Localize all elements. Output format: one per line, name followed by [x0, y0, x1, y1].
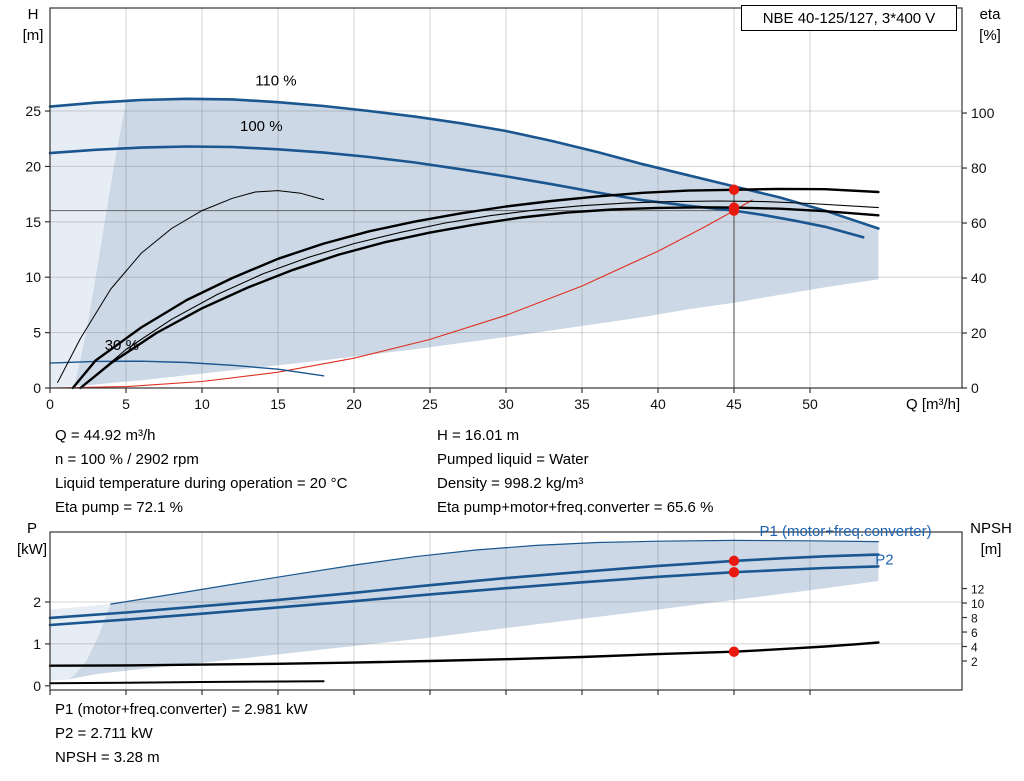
- label-p2: P2: [875, 551, 893, 568]
- head-efficiency-chart: 0 5 10 15 20 25 30 35 40 45 50 0 5 10 15 20 25 0 20 40 60 80 1…: [25, 7, 995, 412]
- x-tick-label: 0: [46, 396, 54, 412]
- duty-point-eta-pump: [728, 184, 740, 195]
- npsh-curve: [48, 641, 880, 667]
- y-right-tick-label: 0: [971, 380, 979, 396]
- y-right-tick-label: 80: [971, 160, 987, 176]
- y-right-tick-label: 40: [971, 270, 987, 286]
- q-axis-title: Q [m³/h]: [906, 396, 961, 413]
- label-100-percent: 100 %: [240, 118, 283, 135]
- label-p1: P1 (motor+freq.converter): [759, 523, 931, 540]
- x-tick-label: 40: [650, 396, 666, 412]
- x-tick-label: 50: [802, 396, 818, 412]
- info-npsh: NPSH = 3.28 m: [55, 749, 160, 766]
- h-axis-symbol: H: [27, 6, 39, 23]
- operating-envelope: [74, 98, 879, 386]
- y-right-tick-label: 8: [971, 612, 978, 626]
- duty-info-left: Q = 44.92 m³/h n = 100 % / 2902 rpm Liqu…: [55, 424, 347, 520]
- npsh-axis-unit: [m]: [980, 541, 1002, 558]
- duty-point-p1: [728, 555, 740, 567]
- h-axis-unit: [m]: [22, 27, 44, 44]
- duty-info-right: H = 16.01 m Pumped liquid = Water Densit…: [437, 424, 713, 520]
- y-left-tick-label: 10: [25, 269, 41, 285]
- x-tick-label: 45: [726, 396, 742, 412]
- info-head: H = 16.01 m: [437, 427, 520, 444]
- eta-curve-reduced-speed: [57, 190, 325, 383]
- info-density: Density = 998.2 kg/m³: [437, 475, 584, 492]
- npsh-axis-symbol: NPSH: [970, 520, 1012, 537]
- info-p2: P2 = 2.711 kW: [55, 725, 153, 742]
- p1-110-boundary: [110, 539, 880, 605]
- y-left-tick-label: 5: [33, 325, 41, 341]
- operating-envelope-light: [50, 101, 126, 388]
- y-right-tick-label: 20: [971, 325, 987, 341]
- eta-axis-unit: [%]: [979, 27, 1001, 44]
- p2-curve: [48, 565, 880, 627]
- info-eta-pump: Eta pump = 72.1 %: [55, 499, 183, 516]
- duty-point-p2: [728, 566, 740, 578]
- label-110-percent: 110 %: [255, 73, 296, 90]
- y-left-tick-label: 0: [33, 380, 41, 396]
- p-axis-title: P [kW]: [10, 518, 54, 560]
- y-right-tick-label: 6: [971, 626, 978, 640]
- eta-axis-title: eta [%]: [966, 4, 1014, 46]
- npsh-axis-title: NPSH [m]: [962, 518, 1020, 560]
- h-axis-title: H [m]: [14, 4, 52, 46]
- label-30-percent: 30 %: [105, 337, 139, 354]
- power-info: P1 (motor+freq.converter) = 2.981 kW P2 …: [55, 698, 308, 770]
- info-flow: Q = 44.92 m³/h: [55, 427, 156, 444]
- y-right-tick-label: 4: [971, 641, 978, 655]
- p-30-curve: [49, 680, 325, 685]
- info-speed: n = 100 % / 2902 rpm: [55, 451, 199, 468]
- y-right-tick-label: 10: [971, 597, 985, 611]
- x-tick-label: 25: [422, 396, 438, 412]
- x-tick-label: 15: [270, 396, 286, 412]
- y-right-tick-label: 100: [971, 105, 995, 121]
- pump-model-title-box: NBE 40-125/127, 3*400 V: [741, 5, 957, 31]
- speed-curve-100: [48, 145, 865, 239]
- eta-axis-symbol: eta: [979, 6, 1001, 23]
- system-curve: [49, 199, 753, 389]
- x-tick-label: 20: [346, 396, 362, 412]
- x-tick-label: 30: [498, 396, 514, 412]
- info-p1: P1 (motor+freq.converter) = 2.981 kW: [55, 701, 308, 718]
- y-left-tick-label: 2: [33, 594, 41, 610]
- p-axis-symbol: P: [26, 520, 37, 537]
- x-tick-label: 5: [122, 396, 130, 412]
- y-right-tick-label: 60: [971, 215, 987, 231]
- y-left-tick-label: 0: [33, 678, 41, 694]
- y-left-tick-label: 20: [25, 158, 41, 174]
- eta-curve-mid: [79, 200, 879, 389]
- x-tick-label: 35: [574, 396, 590, 412]
- info-liquid-temperature: Liquid temperature during operation = 20…: [55, 475, 348, 492]
- y-right-tick-label: 12: [971, 583, 985, 597]
- y-left-tick-label: 25: [25, 103, 41, 119]
- info-pumped-liquid: Pumped liquid = Water: [437, 451, 589, 468]
- x-tick-label: 10: [194, 396, 210, 412]
- duty-point-npsh: [728, 646, 740, 657]
- duty-point-head: [728, 205, 740, 216]
- power-envelope: [68, 540, 879, 680]
- y-right-tick-label: 2: [971, 655, 978, 669]
- p-axis-unit: [kW]: [17, 541, 47, 558]
- y-left-tick-label: 15: [25, 214, 41, 230]
- pump-model-label: NBE 40-125/127, 3*400 V: [762, 9, 936, 27]
- p1-curve: [48, 553, 880, 620]
- y-left-tick-label: 1: [33, 636, 41, 652]
- info-eta-total: Eta pump+motor+freq.converter = 65.6 %: [437, 499, 714, 516]
